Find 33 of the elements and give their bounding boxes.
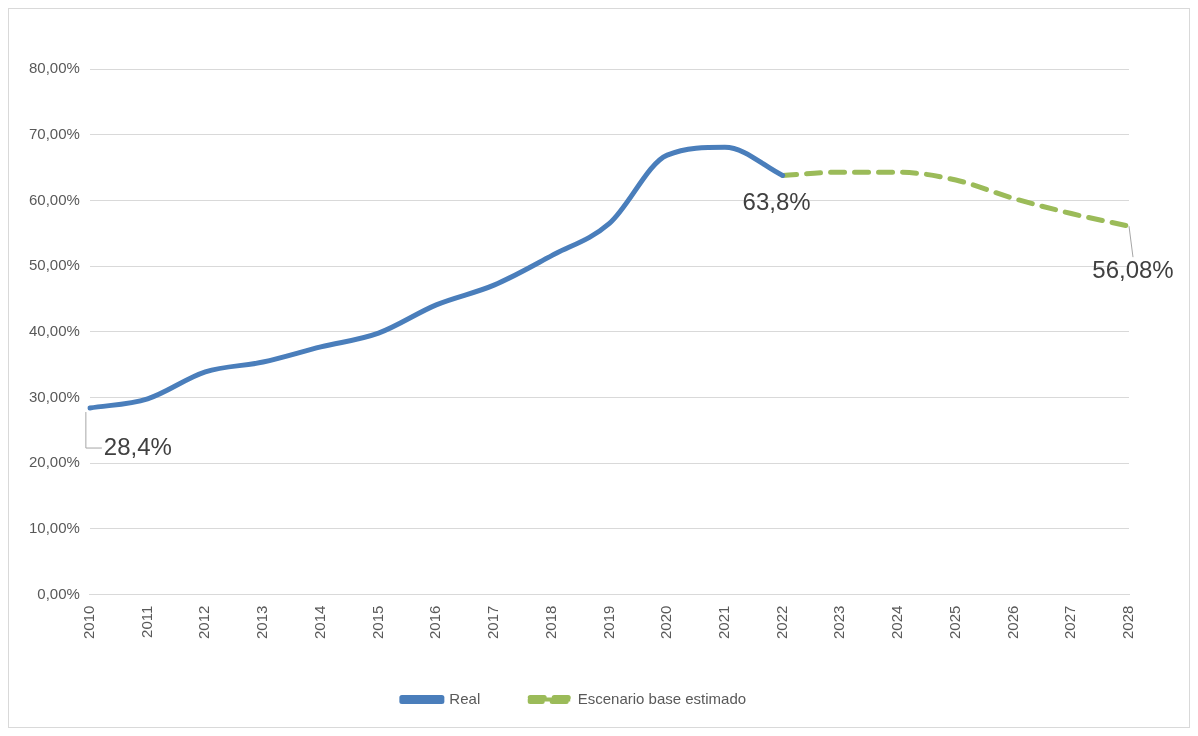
y-tick-label: 30,00% [29,387,80,405]
legend-label: Escenario base estimado [577,689,747,707]
x-tick-label: 2014 [310,605,328,640]
annotation: 63,8% [742,188,811,216]
x-tick-label: 2025 [945,605,963,640]
y-tick-label: 20,00% [29,453,80,471]
legend-label: Real [449,689,481,707]
x-tick-label: 2012 [195,605,213,640]
x-tick-label: 2017 [484,605,502,640]
x-tick-label: 2027 [1061,605,1079,640]
x-tick-label: 2028 [1119,605,1137,640]
x-tick-label: 2015 [368,605,386,640]
y-tick-label: 10,00% [29,519,80,537]
x-tick-label: 2016 [426,605,444,640]
x-tick-label: 2024 [888,605,906,640]
y-tick-label: 40,00% [29,321,80,339]
x-tick-label: 2010 [80,605,98,640]
x-tick-label: 2019 [599,605,617,640]
y-tick-label: 0,00% [37,584,80,602]
x-tick-label: 2011 [137,605,155,638]
x-tick-label: 2023 [830,605,848,640]
x-tick-label: 2018 [541,605,559,640]
y-tick-label: 60,00% [29,190,80,208]
y-tick-label: 70,00% [29,124,80,142]
x-tick-label: 2026 [1003,605,1021,640]
annotation: 56,08% [1092,255,1174,283]
x-tick-label: 2020 [657,605,675,640]
x-tick-label: 2021 [715,605,733,640]
x-tick-label: 2013 [253,605,271,640]
x-tick-label: 2022 [772,605,790,640]
y-tick-label: 50,00% [29,256,80,274]
annotation: 28,4% [103,432,172,460]
y-tick-label: 80,00% [29,59,80,77]
